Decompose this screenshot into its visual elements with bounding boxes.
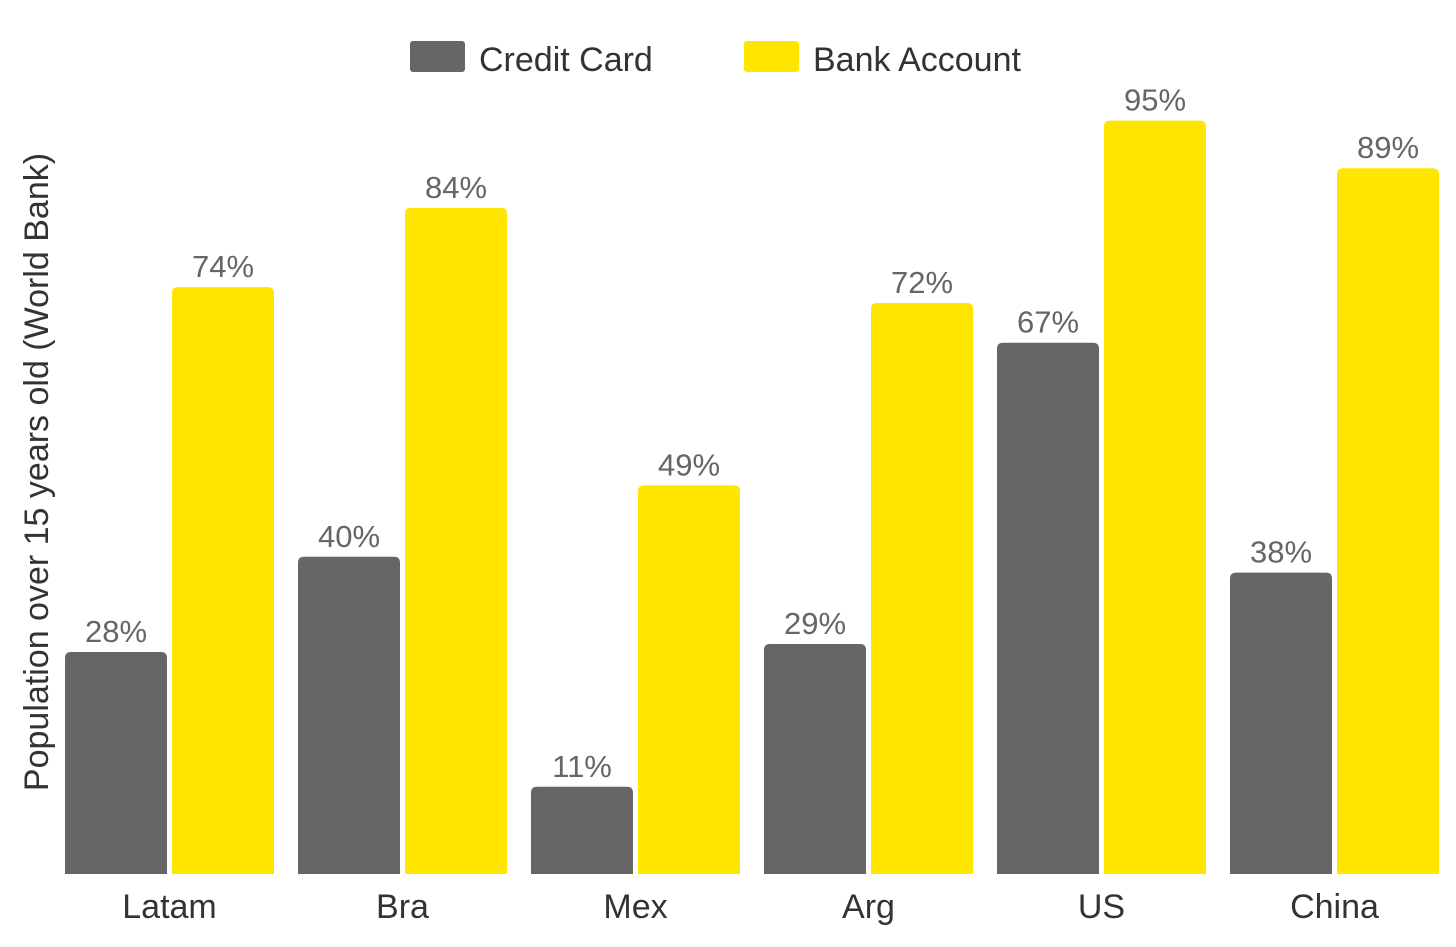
bar-credit-card-china — [1230, 572, 1332, 874]
category-label-china: China — [1290, 888, 1379, 926]
category-label-arg: Arg — [842, 888, 895, 926]
category-label-mex: Mex — [603, 888, 667, 926]
bar-bank-account-arg — [871, 303, 973, 874]
value-label-credit-card-bra: 40% — [318, 519, 380, 554]
category-label-latam: Latam — [122, 888, 217, 926]
value-label-bank-account-bra: 84% — [425, 170, 487, 205]
bar-credit-card-arg — [764, 644, 866, 874]
category-label-bra: Bra — [376, 888, 429, 926]
value-label-bank-account-latam: 74% — [192, 249, 254, 284]
bar-bank-account-mex — [638, 485, 740, 874]
legend-swatch-credit-card — [410, 41, 465, 72]
bar-credit-card-latam — [65, 651, 167, 874]
value-label-credit-card-arg: 29% — [784, 606, 846, 641]
category-label-us: US — [1078, 888, 1125, 926]
bar-credit-card-bra — [298, 556, 400, 874]
bar-credit-card-us — [997, 342, 1099, 874]
legend-swatch-bank-account — [744, 41, 799, 72]
value-label-credit-card-mex: 11% — [552, 749, 612, 784]
legend: Credit Card Bank Account — [410, 41, 1021, 79]
category-labels: Latam Bra Mex Arg US China — [122, 888, 1379, 926]
legend-label-credit-card: Credit Card — [479, 41, 653, 79]
bar-bank-account-latam — [172, 287, 274, 874]
bar-credit-card-mex — [531, 786, 633, 874]
bars — [65, 120, 1439, 875]
bar-bank-account-china — [1337, 168, 1439, 875]
value-label-bank-account-mex: 49% — [658, 447, 720, 482]
legend-label-bank-account: Bank Account — [813, 41, 1021, 79]
value-label-bank-account-us: 95% — [1124, 83, 1186, 118]
value-labels: 28% 74% 40% 84% 11% 49% 29% 72% 67% 95% 38% 89% — [85, 83, 1419, 784]
bar-bank-account-bra — [405, 207, 507, 874]
y-axis-label: Population over 15 years old (World Bank… — [18, 153, 56, 791]
value-label-bank-account-arg: 72% — [891, 265, 953, 300]
value-label-credit-card-us: 67% — [1017, 305, 1079, 340]
bar-bank-account-us — [1104, 120, 1206, 874]
value-label-credit-card-china: 38% — [1250, 535, 1312, 570]
value-label-bank-account-china: 89% — [1357, 130, 1419, 165]
value-label-credit-card-latam: 28% — [85, 614, 147, 649]
